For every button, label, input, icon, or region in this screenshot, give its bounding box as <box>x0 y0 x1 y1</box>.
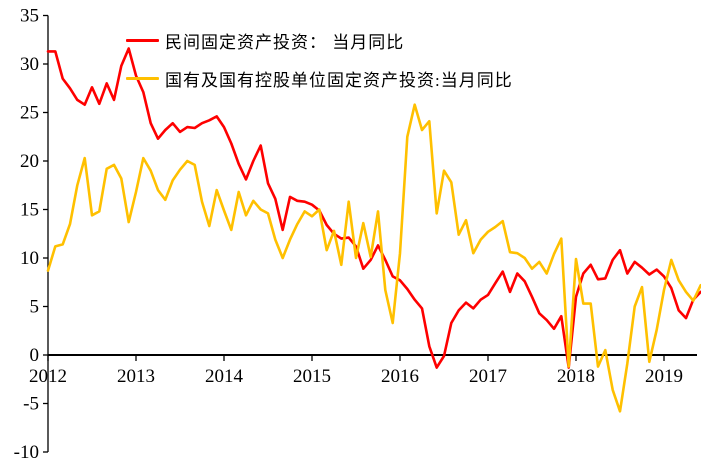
x-axis-label: 2019 <box>645 366 683 387</box>
x-axis-label: 2012 <box>29 366 67 387</box>
y-axis-label: 15 <box>20 200 39 221</box>
y-axis-label: 25 <box>20 103 39 124</box>
y-axis-label: 35 <box>20 6 39 27</box>
y-axis-label: 30 <box>20 54 39 75</box>
y-axis-label: 5 <box>30 297 40 318</box>
y-axis-label: 10 <box>20 248 39 269</box>
y-axis-label: 0 <box>30 345 40 366</box>
x-axis-label: 2016 <box>381 366 419 387</box>
y-axis-label: -5 <box>23 394 39 415</box>
y-axis-label: -10 <box>14 442 39 463</box>
legend-label-private: 民间固定资产投资： 当月同比 <box>165 33 405 52</box>
legend: 民间固定资产投资： 当月同比 国有及国有控股单位固定资产投资:当月同比 <box>126 28 513 91</box>
legend-label-state: 国有及国有控股单位固定资产投资:当月同比 <box>165 71 513 90</box>
x-axis-label: 2017 <box>469 366 507 387</box>
y-axis-label: 20 <box>20 151 39 172</box>
x-axis-label: 2018 <box>557 366 595 387</box>
x-axis-label: 2013 <box>117 366 155 387</box>
legend-swatch-red-line <box>126 39 159 42</box>
legend-item-private: 民间固定资产投资： 当月同比 <box>126 28 513 53</box>
legend-item-state: 国有及国有控股单位固定资产投资:当月同比 <box>126 66 513 91</box>
series-line-private-investment <box>46 47 701 369</box>
x-axis-label: 2015 <box>293 366 331 387</box>
x-axis-label: 2014 <box>205 366 244 387</box>
legend-swatch-yellow-line <box>126 77 159 80</box>
series-line-state-investment <box>46 103 701 413</box>
